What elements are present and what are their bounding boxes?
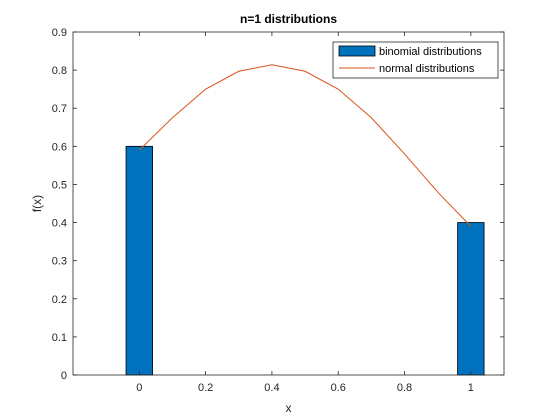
y-tick-label: 0 <box>61 370 67 382</box>
x-axis-label: x <box>286 401 292 415</box>
axes-box <box>72 31 505 376</box>
series-line-1 <box>138 64 472 227</box>
y-axis-label: f(x) <box>30 195 44 212</box>
y-tick-label: 0.6 <box>52 141 67 153</box>
legend-entry-label: normal distributions <box>379 63 475 75</box>
x-tick-label: 0.8 <box>397 382 412 394</box>
x-tick-label: 0 <box>136 382 142 394</box>
legend-entry-label: binomial distributions <box>379 46 482 58</box>
legend: binomial distributions normal distributio… <box>332 41 499 79</box>
x-tick-label: 1 <box>468 382 474 394</box>
x-tick-label: 0.6 <box>331 382 346 394</box>
y-tick-label: 0.7 <box>52 103 67 115</box>
y-tick-label: 0.2 <box>52 294 67 306</box>
chart-title: n=1 distributions <box>240 12 337 26</box>
lines-layer <box>138 64 472 227</box>
legend-swatch-bar <box>338 45 376 57</box>
bar-1 <box>457 222 485 376</box>
x-tick-label: 0.4 <box>264 382 279 394</box>
y-tick-label: 0.3 <box>52 256 67 268</box>
y-tick-label: 0.4 <box>52 218 67 230</box>
bar-0 <box>125 145 153 376</box>
ticks-layer: 0 0.2 0.4 0.6 0.8 1 0 0.1 0.2 0.3 0.4 0.5 0.6 0.7 0.8 0… <box>52 27 504 394</box>
y-tick-label: 0.8 <box>52 65 67 77</box>
y-tick-label: 0.5 <box>52 179 67 191</box>
y-tick-label: 0.9 <box>52 27 67 39</box>
y-tick-label: 0.1 <box>52 332 67 344</box>
x-tick-label: 0.2 <box>198 382 213 394</box>
bars-layer <box>125 145 485 376</box>
